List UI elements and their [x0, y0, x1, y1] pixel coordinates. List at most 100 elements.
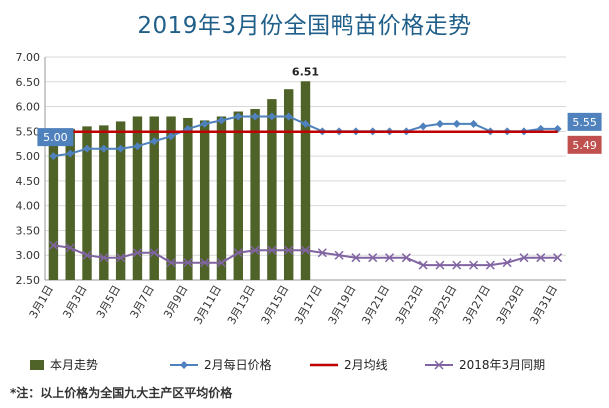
point-marker: [317, 248, 327, 258]
marker-stroke: [385, 253, 395, 263]
marker-stroke: [267, 245, 277, 255]
y-axis-ticks: 2.50 3.00 3.50 4.00 4.50 5.00 5.50 6.00 6.50 7.00: [16, 51, 41, 287]
x-tick-label: 3月9日: [161, 283, 190, 321]
bar: [149, 116, 159, 280]
bar: [233, 111, 243, 280]
point-marker: [132, 248, 142, 258]
bar: [166, 116, 176, 280]
point-marker: [65, 243, 75, 253]
marker-stroke: [485, 260, 495, 270]
bar: [283, 89, 294, 280]
y-tick-label: 7.00: [16, 51, 41, 64]
x-tick-label: 3月17日: [292, 283, 325, 327]
x-tick-label: 3月27日: [460, 283, 493, 327]
legend-label: 2月每日价格: [204, 358, 272, 372]
bar: [99, 125, 109, 281]
marker-stroke: [65, 243, 75, 253]
legend-swatch-feb-daily: [170, 360, 198, 369]
marker-stroke: [284, 245, 294, 255]
legend-label: 本月走势: [50, 358, 99, 372]
footnote: *注：以上价格为全国九大主产区平均价格: [10, 386, 233, 400]
marker-stroke: [250, 245, 260, 255]
data-labels: 6.51 5.00 5.55 5.49: [37, 65, 602, 154]
point-marker: [99, 144, 108, 153]
point-marker: [469, 260, 479, 270]
point-marker: [99, 253, 109, 263]
point-marker: [133, 142, 142, 151]
marker-stroke: [48, 240, 58, 250]
legend-item-bar: 本月走势: [30, 356, 98, 373]
point-marker: [116, 253, 126, 263]
legend-swatch-bar: [30, 359, 44, 370]
x-axis-ticks: 3月1日 3月3日 3月5日 3月7日 3月9日 3月11日 3月13日 3月15日 3月17日…: [27, 283, 560, 327]
marker-stroke: [166, 258, 176, 268]
x-tick-label: 3月19日: [326, 283, 359, 327]
point-marker: [368, 253, 378, 263]
legend-item-feb-daily: 2月每日价格: [170, 356, 272, 373]
y-tick-label: 3.00: [16, 249, 41, 262]
line-series: [48, 112, 563, 270]
point-marker: [250, 245, 260, 255]
bar: [48, 128, 59, 280]
marker-stroke: [435, 260, 445, 270]
point-marker: [334, 250, 344, 260]
point-marker: [284, 112, 293, 121]
x-tick-label: 3月1日: [27, 283, 56, 321]
point-marker: [536, 253, 546, 263]
x-tick-label: 3月11日: [191, 283, 224, 327]
point-marker: [267, 112, 276, 121]
point-marker: [116, 144, 125, 153]
marker-stroke: [99, 253, 109, 263]
marker-stroke: [401, 253, 411, 263]
bar: [250, 109, 260, 281]
point-marker: [66, 149, 75, 158]
point-marker: [435, 119, 444, 128]
point-marker: [385, 253, 395, 263]
x-tick-label: 3月13日: [225, 283, 258, 327]
marker-stroke: [317, 248, 327, 258]
point-marker: [519, 253, 529, 263]
legend-label: 2018年3月同期: [459, 358, 546, 372]
point-marker: [553, 253, 563, 263]
data-label-box: [567, 112, 602, 131]
point-marker: [300, 245, 311, 255]
y-tick-label: 4.00: [16, 200, 41, 213]
data-label: 5.55: [572, 116, 597, 129]
marker-stroke: [216, 258, 226, 268]
point-marker: [502, 258, 512, 268]
marker-stroke: [116, 253, 126, 263]
data-label: 5.00: [43, 131, 68, 144]
point-marker: [217, 116, 226, 125]
point-marker: [419, 122, 428, 131]
marker-stroke: [149, 248, 159, 258]
point-marker: [183, 258, 193, 268]
legend-swatch-feb-avg: [310, 363, 338, 366]
point-marker: [167, 132, 176, 141]
point-marker: [452, 119, 461, 128]
point-marker: [469, 119, 478, 128]
point-marker: [82, 250, 92, 260]
bar: [300, 81, 311, 280]
marker-stroke: [536, 253, 546, 263]
marker-stroke: [418, 260, 428, 270]
point-marker: [200, 258, 210, 268]
bar: [199, 120, 210, 280]
point-marker: [284, 245, 294, 255]
point-marker: [49, 152, 58, 161]
point-marker: [234, 112, 243, 121]
point-marker: [485, 260, 495, 270]
point-marker: [149, 248, 159, 258]
x-tick-label: 3月5日: [94, 283, 123, 321]
marker-stroke: [200, 258, 210, 268]
point-marker: [435, 260, 445, 270]
bar: [65, 128, 75, 280]
data-label: 5.49: [572, 139, 597, 152]
marker-stroke: [502, 258, 512, 268]
bar: [267, 99, 277, 280]
bar-series: [48, 81, 311, 281]
legend-item-feb-avg: 2月均线: [310, 356, 388, 373]
point-marker: [150, 137, 159, 146]
data-label-box: [567, 135, 602, 154]
bar: [216, 116, 227, 280]
